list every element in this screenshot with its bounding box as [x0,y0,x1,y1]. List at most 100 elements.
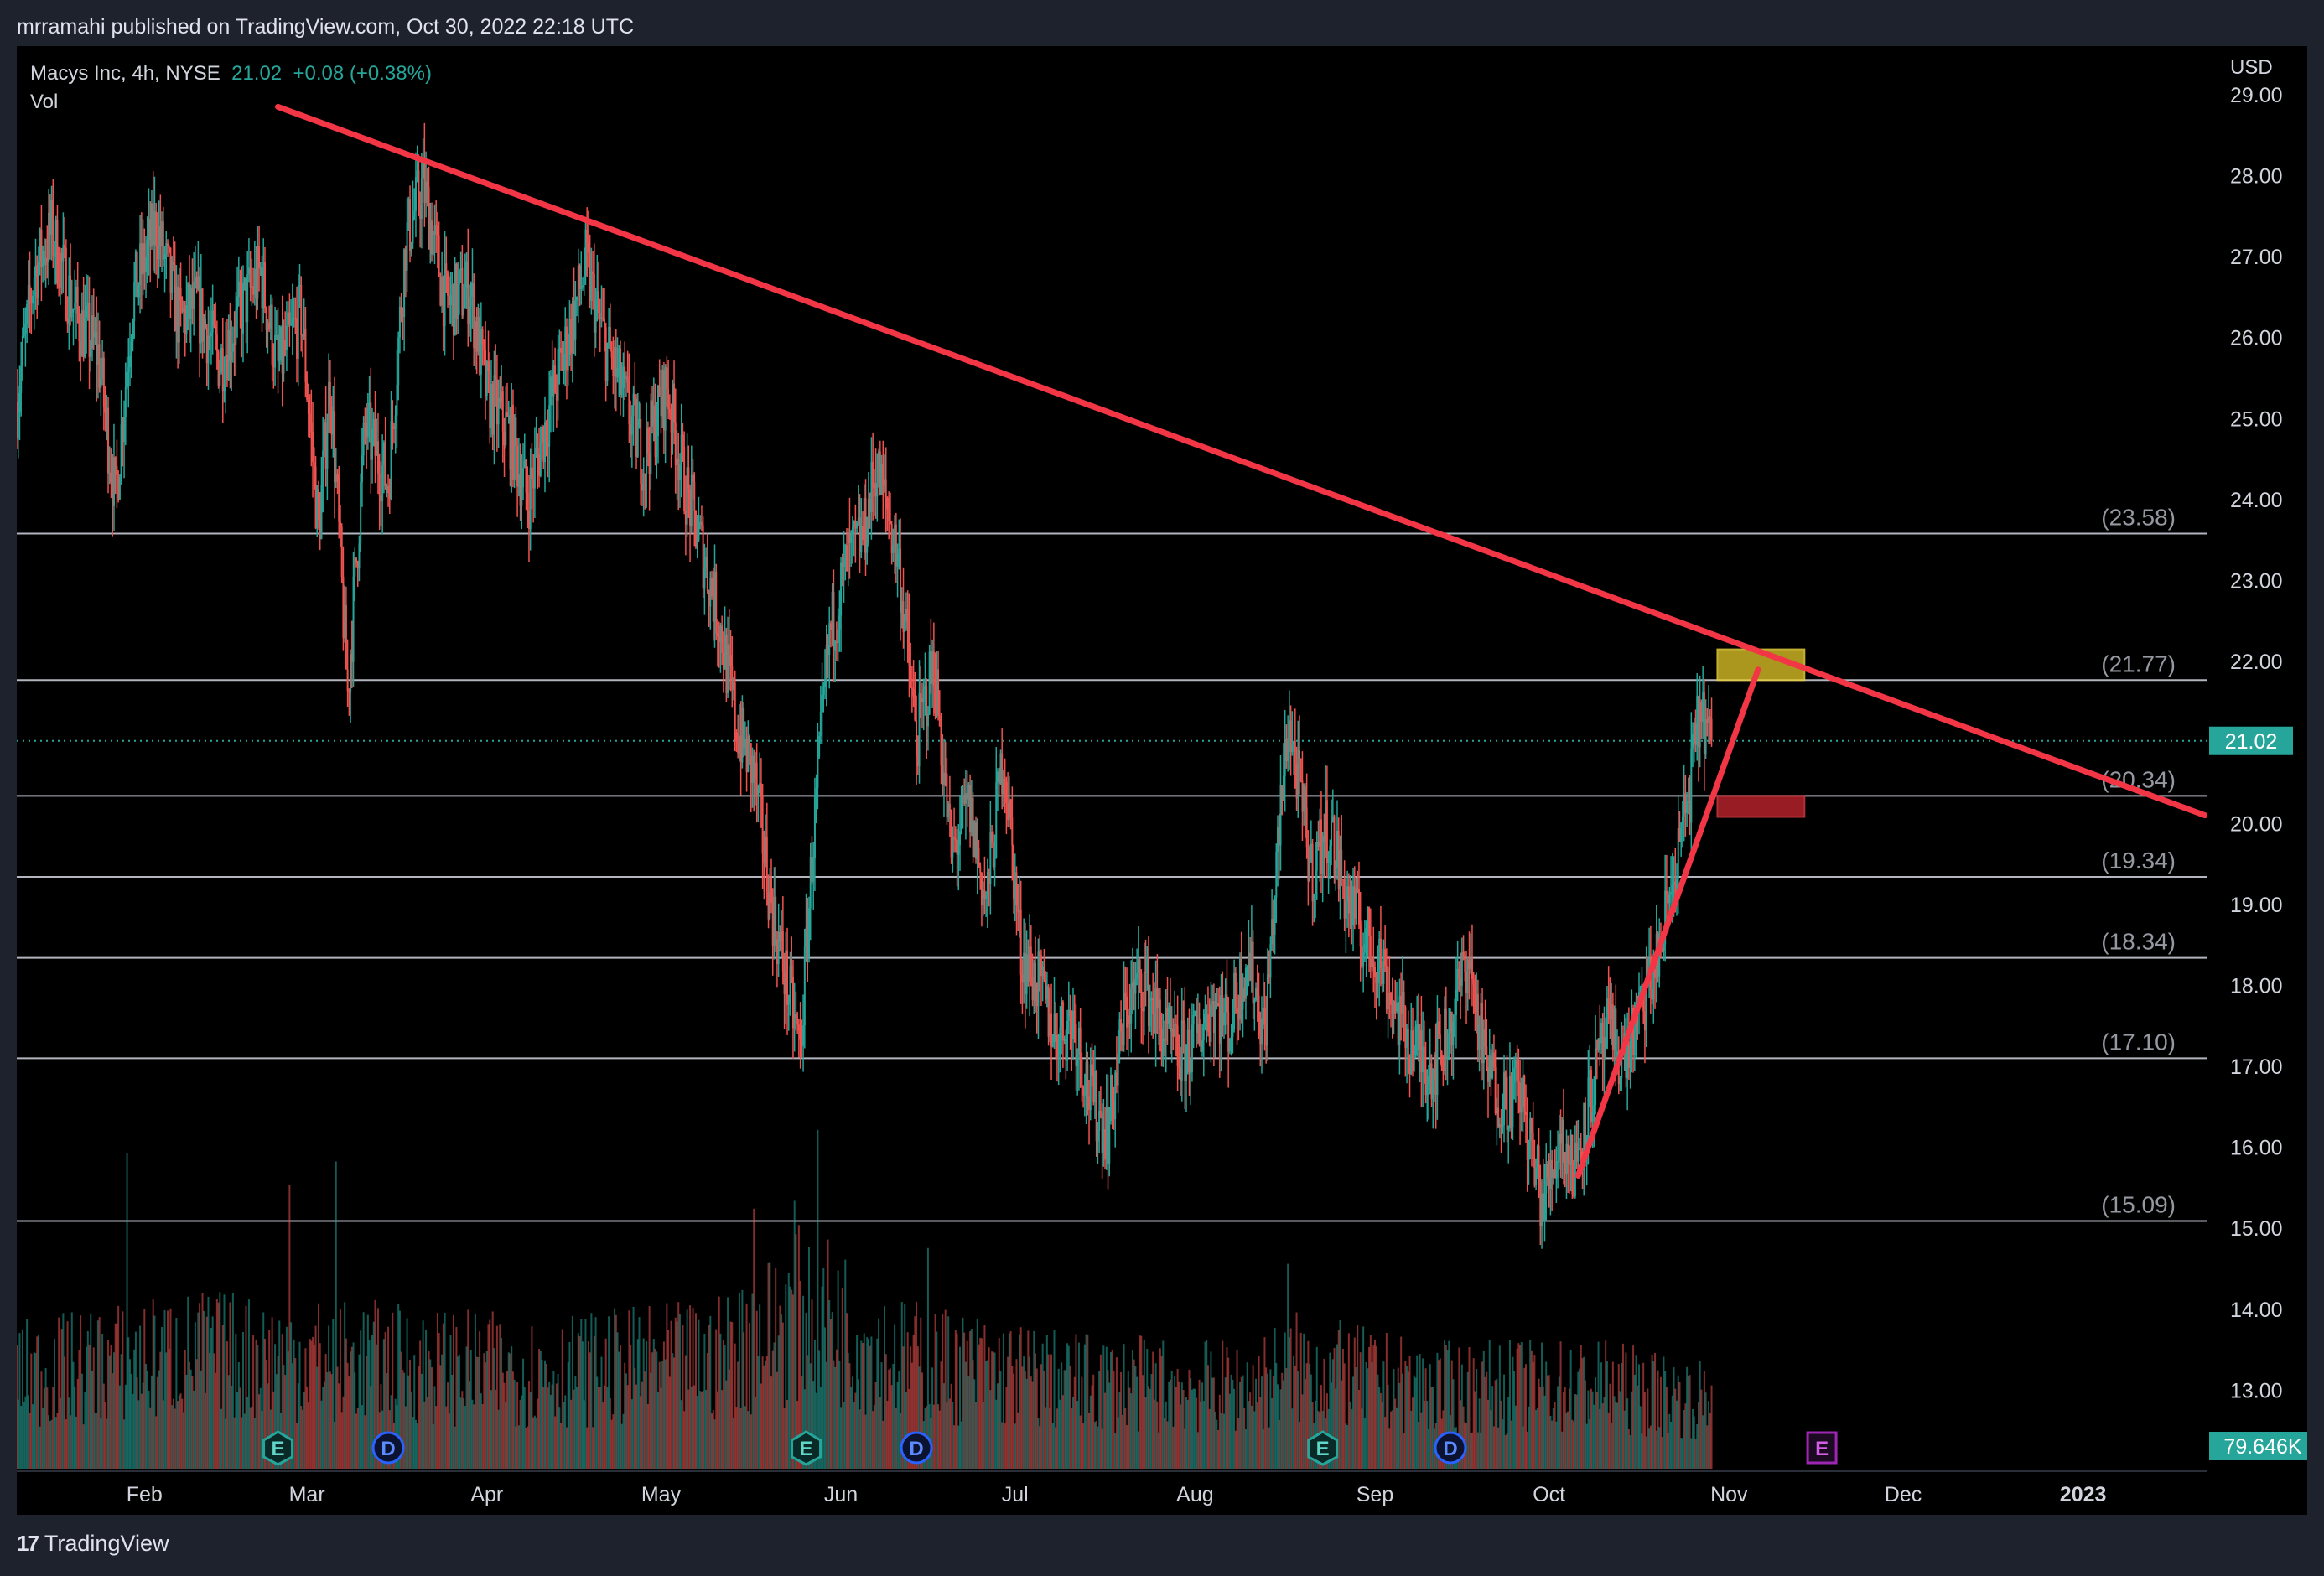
candle-body [1641,984,1643,987]
volume-bar [318,1303,319,1469]
volume-bar [973,1379,976,1469]
volume-bar [1426,1400,1429,1469]
chart-panel[interactable]: (23.58) (21.77) (20.34) (19.34) (18.34) (17.1… [17,46,2307,1515]
volume-bar [1436,1352,1439,1469]
volume-bar [1148,1386,1149,1469]
volume-bar [480,1393,482,1469]
time-tick-label: Oct [1533,1483,1565,1506]
volume-bar [775,1267,777,1469]
candle-body [1160,1028,1163,1060]
volume-bar [1512,1356,1514,1469]
candle-body [586,229,589,243]
candle-body [1699,702,1701,748]
volume-bar [547,1387,549,1469]
candle-body [956,839,958,855]
candle-body [200,288,202,344]
candle-body [307,399,309,414]
volume-bar [1369,1335,1372,1469]
brand-name[interactable]: TradingView [44,1531,169,1556]
volume-bar [259,1387,262,1469]
volume-bar [1580,1345,1582,1469]
symbol-label[interactable]: Macys Inc, 4h, NYSE [30,62,220,85]
candle-body [1575,1142,1578,1162]
volume-bar [201,1293,204,1469]
candle-body [952,837,954,858]
candle-body [682,434,684,447]
candle-body [1663,944,1665,951]
volume-bar [1024,1371,1026,1469]
candle-body [201,288,204,342]
candle-body [1259,1034,1262,1045]
volume-bar [506,1371,508,1469]
volume-bar [1007,1356,1009,1469]
volume-bar [74,1386,76,1469]
volume-bar [979,1337,982,1469]
candle-body [1073,1010,1076,1024]
volume-bar [150,1375,153,1469]
candle-body [999,753,1002,784]
candle-body [983,890,986,899]
volume-bar [910,1346,912,1469]
volume-bar [1567,1411,1569,1469]
candle-body [293,318,295,320]
volume-bar [843,1402,845,1469]
candle-body [184,308,186,334]
candle-body [1597,1038,1600,1050]
volume-bar [294,1357,297,1469]
candle-body [44,257,47,266]
volume-bar [570,1399,573,1469]
volume-bar [1557,1386,1559,1469]
candle-body [338,481,340,522]
tradingview-logo-icon[interactable]: 17 [17,1531,39,1556]
volume-bar [281,1334,283,1469]
price-chart[interactable]: (23.58)(21.77)(20.34)(19.34)(18.34)(17.1… [17,46,2307,1515]
candle-body [1304,786,1306,808]
volume-bar [744,1406,746,1469]
candle-body [664,367,667,431]
volume-bar [641,1381,643,1469]
volume-bar [1506,1433,1508,1469]
candle-body [527,492,529,511]
candle-body [312,432,314,462]
volume-bar [1514,1405,1517,1469]
candle-body [1619,1078,1621,1085]
volume-bar [938,1410,941,1469]
volume-bar [1196,1432,1199,1469]
candle-body [863,498,865,540]
volume-bar [1574,1394,1576,1469]
volume-bar [1419,1354,1421,1469]
candle-body [1049,1013,1051,1037]
volume-bar [640,1396,642,1469]
volume-bar [1625,1352,1627,1469]
volume-bar [618,1351,620,1469]
volume-bar [993,1352,996,1469]
volume-bar [656,1351,658,1469]
volume-bar [719,1333,722,1469]
volume-bar [58,1317,60,1469]
volume-bar [108,1355,111,1469]
candle-body [551,376,553,397]
volume-bar [1497,1427,1500,1469]
volume-bar [578,1336,581,1469]
volume-bar [1098,1371,1101,1469]
volume-bar [1335,1388,1337,1469]
candle-body [1170,1028,1173,1032]
volume-bar [1584,1380,1586,1469]
candle-body [874,482,877,497]
volume-bar [872,1411,874,1469]
volume-bar [980,1338,983,1469]
volume-legend[interactable]: Vol [30,91,59,113]
volume-bar [65,1419,67,1469]
volume-bar [1246,1362,1248,1469]
candle-body [942,772,945,785]
volume-bar [1690,1438,1693,1469]
candle-body [636,427,639,457]
candle-body [350,654,353,662]
volume-bar [650,1372,652,1469]
volume-bar [966,1340,968,1469]
candle-body [283,340,285,374]
volume-bar [29,1413,31,1469]
candle-body [1406,1029,1408,1048]
candle-body [493,375,495,435]
candle-body [554,365,557,393]
